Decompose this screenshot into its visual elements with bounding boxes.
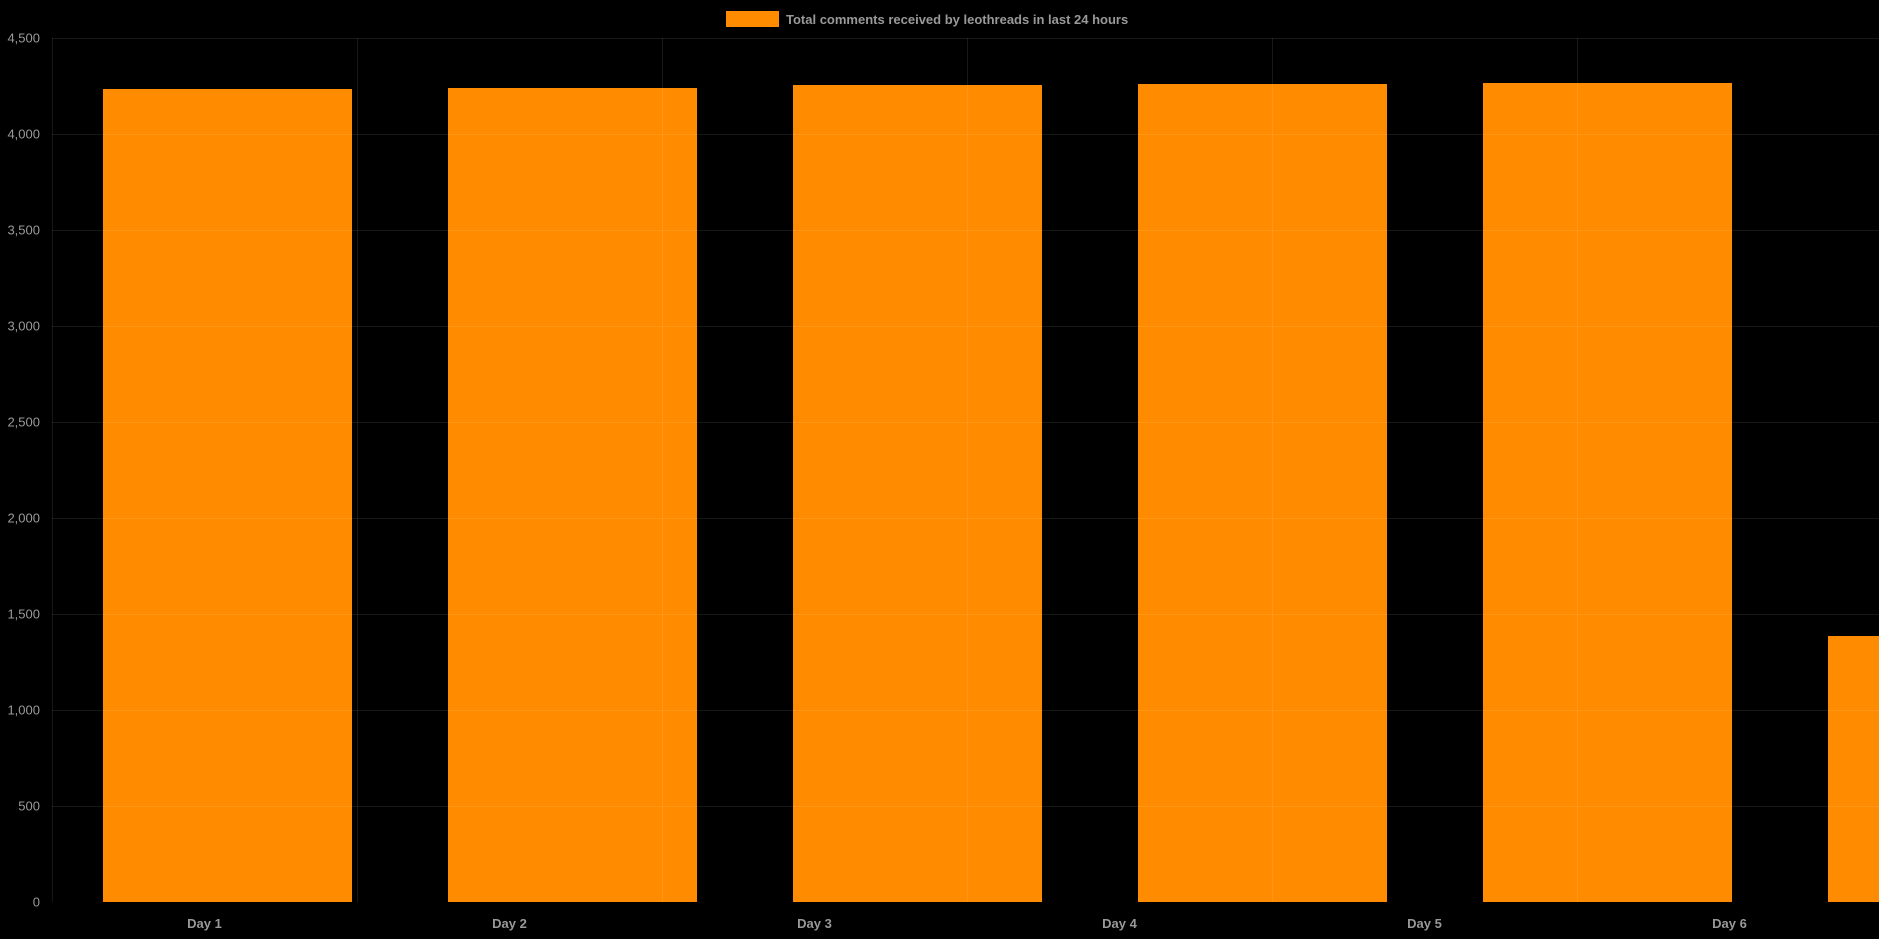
- vertical-gridline: [52, 38, 53, 902]
- y-axis-label: 1,000: [7, 702, 40, 718]
- bar-day-6[interactable]: [1828, 636, 1879, 902]
- bar-day-5[interactable]: [1483, 83, 1732, 902]
- horizontal-gridline: [52, 614, 1879, 615]
- horizontal-gridline: [52, 710, 1879, 711]
- horizontal-gridline: [52, 518, 1879, 519]
- y-axis-label: 500: [18, 798, 40, 814]
- y-axis-label: 3,500: [7, 222, 40, 238]
- x-axis-label: Day 6: [1712, 916, 1747, 931]
- horizontal-gridline: [52, 422, 1879, 423]
- bar-day-1[interactable]: [103, 89, 352, 902]
- vertical-gridline: [1577, 38, 1578, 902]
- y-axis-label: 0: [32, 894, 40, 910]
- y-axis-label: 1,500: [7, 606, 40, 622]
- x-axis-label: Day 5: [1407, 916, 1442, 931]
- vertical-gridline: [967, 38, 968, 902]
- horizontal-gridline: [52, 134, 1879, 135]
- x-axis-label: Day 3: [797, 916, 832, 931]
- vertical-gridline: [1272, 38, 1273, 902]
- horizontal-gridline: [52, 38, 1879, 39]
- x-axis-label: Day 2: [492, 916, 527, 931]
- y-axis-label: 2,000: [7, 510, 40, 526]
- vertical-gridline: [357, 38, 358, 902]
- y-axis-label: 4,500: [7, 30, 40, 46]
- legend-swatch-icon: [726, 11, 779, 27]
- horizontal-gridline: [52, 806, 1879, 807]
- bar-day-4[interactable]: [1138, 84, 1387, 902]
- y-axis-label: 2,500: [7, 414, 40, 430]
- x-axis-label: Day 4: [1102, 916, 1137, 931]
- horizontal-gridline: [52, 326, 1879, 327]
- legend-item[interactable]: Total comments received by leothreads in…: [726, 11, 1128, 27]
- y-axis-label: 4,000: [7, 126, 40, 142]
- bar-day-3[interactable]: [793, 85, 1042, 902]
- x-axis-label: Day 1: [187, 916, 222, 931]
- horizontal-gridline: [52, 230, 1879, 231]
- legend-label: Total comments received by leothreads in…: [786, 11, 1129, 27]
- y-axis-label: 3,000: [7, 318, 40, 334]
- vertical-gridline: [662, 38, 663, 902]
- bar-day-2[interactable]: [448, 88, 697, 902]
